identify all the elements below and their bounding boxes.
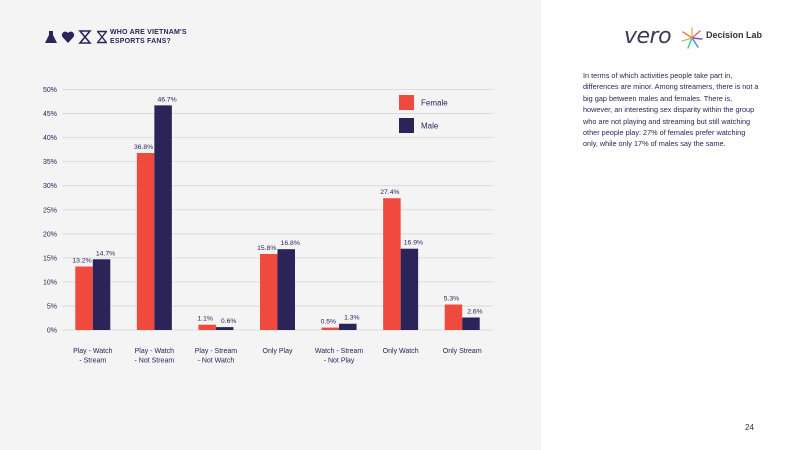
bar-chart-svg: 0% 5% 10% 15% 20% 25% 30% 35% 40% 45% 50% 13.2% 14.7…: [43, 87, 493, 365]
vero-logo: vero: [624, 24, 672, 49]
bar-male: [154, 105, 172, 330]
data-label-female: 27.4%: [380, 189, 399, 196]
y-tick-label: 10%: [43, 279, 57, 286]
data-label-female: 36.8%: [134, 144, 153, 151]
brand-icons: [44, 27, 109, 47]
data-label-male: 46.7%: [157, 96, 176, 103]
data-label-male: 0.6%: [221, 318, 237, 325]
bar-female: [321, 327, 340, 330]
decision-lab-mark-icon: [681, 27, 703, 49]
bar-female: [260, 254, 278, 330]
decision-lab-logo: Decision Lab: [706, 30, 763, 40]
x-category-label: Only Watch: [383, 348, 419, 355]
bar-male: [339, 323, 357, 330]
page-number: 24: [745, 423, 754, 432]
data-label-male: 1.3%: [344, 315, 360, 322]
y-tick-label: 30%: [43, 183, 57, 190]
legend-swatch-male: [399, 118, 414, 133]
y-tick-label: 25%: [43, 207, 57, 214]
bar-female: [136, 152, 155, 330]
data-label-female: 13.2%: [72, 258, 91, 265]
bar-male: [462, 317, 480, 330]
legend-label-female: Female: [421, 99, 448, 108]
data-label-male: 16.9%: [404, 240, 423, 247]
data-label-male: 16.8%: [281, 240, 300, 247]
data-label-female: 0.5%: [321, 319, 337, 326]
page-title: WHO ARE VIETNAM'S ESPORTS FANS?: [110, 29, 187, 45]
x-category-label: - Not Play: [324, 358, 355, 365]
legend-swatch-female: [399, 95, 414, 110]
x-category-label: Play - Watch: [73, 348, 113, 355]
x-category-label: Play - Watch: [135, 348, 175, 355]
bar-male: [215, 327, 234, 330]
y-tick-label: 5%: [47, 303, 57, 310]
bar-female: [75, 266, 93, 330]
chart-panel: WHO ARE VIETNAM'S ESPORTS FANS? 0% 5% 10% 1…: [0, 0, 541, 450]
x-category-label: Play - Stream: [195, 348, 238, 355]
data-label-female: 1.1%: [197, 316, 213, 323]
y-tick-label: 35%: [43, 159, 57, 166]
bar-male: [277, 249, 295, 330]
y-tick-label: 40%: [43, 135, 57, 142]
x-category-label: - Not Watch: [198, 358, 235, 365]
commentary-text: In terms of which activities people take…: [583, 71, 759, 149]
x-category-label: - Stream: [79, 358, 106, 365]
bar-female: [444, 304, 463, 330]
y-tick-label: 0%: [47, 328, 57, 335]
bar-chart: 0% 5% 10% 15% 20% 25% 30% 35% 40% 45% 50% 13.2% 14.7…: [43, 87, 493, 365]
data-label-female: 5.3%: [444, 296, 460, 303]
data-label-male: 2.6%: [467, 308, 483, 315]
heart-icon: [61, 31, 75, 43]
bar-male: [92, 259, 111, 330]
y-tick-label: 50%: [43, 87, 57, 94]
y-tick-label: 45%: [43, 111, 57, 118]
data-label-male: 14.7%: [96, 250, 115, 257]
bar-female: [383, 198, 401, 330]
x-category-label: Only Play: [263, 348, 293, 355]
bar-male: [400, 248, 419, 330]
hourglass-outline-icon: [97, 30, 107, 44]
flask-icon: [45, 31, 57, 43]
bar-female: [198, 324, 216, 330]
x-category-label: Watch - Stream: [315, 348, 364, 355]
y-tick-label: 15%: [43, 255, 57, 262]
x-category-label: - Not Stream: [135, 358, 175, 365]
y-tick-label: 20%: [43, 231, 57, 238]
hourglass-icon: [78, 30, 92, 44]
x-category-label: Only Stream: [443, 348, 482, 355]
legend-label-male: Male: [421, 122, 439, 131]
data-label-female: 15.8%: [257, 245, 276, 252]
